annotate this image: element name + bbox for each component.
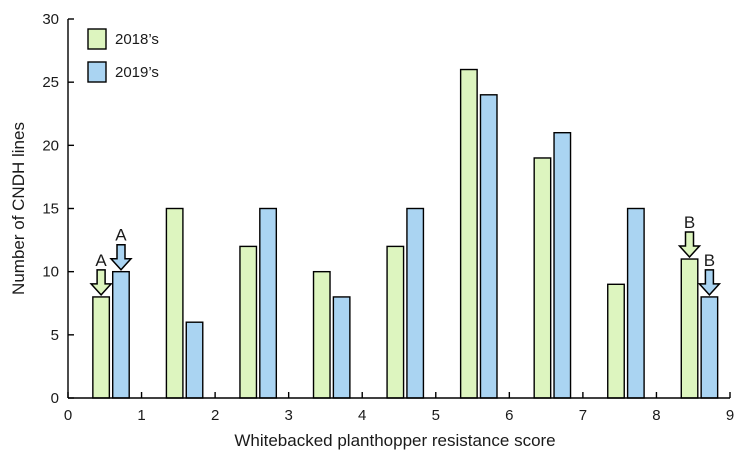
annotations-group: AA BB <box>89 213 722 297</box>
x-tick-label: 3 <box>284 407 292 424</box>
x-tick-label: 7 <box>579 407 587 424</box>
y-tick-label: 25 <box>42 74 59 91</box>
annotation-arrow-b <box>697 269 722 297</box>
annotation-arrow-a <box>89 269 113 297</box>
bar-series1-cat5 <box>386 245 405 399</box>
x-tick-label: 2 <box>211 407 219 424</box>
y-tick-label: 20 <box>42 137 59 154</box>
annotation-label-a: A <box>115 226 127 245</box>
bar-series2-cat3 <box>259 207 278 399</box>
bars-group <box>92 68 719 399</box>
legend-swatch-2 <box>87 61 107 83</box>
y-tick-label: 30 <box>42 11 59 28</box>
bar-series1-cat6 <box>459 68 478 399</box>
bar-series2-cat9 <box>700 296 719 399</box>
x-tick-label: 0 <box>64 407 72 424</box>
bar-series2-cat4 <box>332 296 351 399</box>
x-tick-label: 5 <box>432 407 440 424</box>
x-tick-label: 1 <box>137 407 145 424</box>
annotation-label-b: B <box>684 213 695 232</box>
y-tick-label: 0 <box>51 390 59 407</box>
legend: 2018’s 2019’s <box>87 28 159 83</box>
bar-series1-cat9 <box>680 258 699 399</box>
bar-series2-cat8 <box>626 207 645 399</box>
bar-series2-cat7 <box>553 131 572 399</box>
annotation-arrow-b <box>677 231 702 259</box>
y-axis-label: Number of CNDH lines <box>9 122 28 295</box>
annotation-arrow-a <box>109 243 133 271</box>
bar-series2-cat6 <box>479 94 498 399</box>
x-tick-label: 9 <box>726 407 734 424</box>
bar-series2-cat5 <box>406 207 425 399</box>
ticks-group: 0 5 10 15 20 25 30 0 1 2 3 4 5 6 7 8 9 <box>42 11 734 424</box>
bar-series1-cat7 <box>533 157 552 399</box>
y-tick-label: 15 <box>42 201 59 218</box>
x-tick-label: 4 <box>358 407 366 424</box>
bar-series1-cat4 <box>312 270 331 399</box>
legend-label-2: 2019’s <box>115 64 159 81</box>
bar-series1-cat3 <box>239 245 258 399</box>
legend-swatch-1 <box>87 28 107 50</box>
bar-series1-cat2 <box>165 207 184 399</box>
annotation-label-a: A <box>95 251 107 270</box>
bar-series2-cat1 <box>112 270 130 399</box>
y-tick-label: 5 <box>51 327 59 344</box>
bar-series1-cat8 <box>607 283 625 399</box>
legend-label-1: 2018’s <box>115 31 159 48</box>
bar-series1-cat1 <box>92 296 111 399</box>
annotation-label-b: B <box>704 251 715 270</box>
x-tick-label: 6 <box>505 407 513 424</box>
x-axis-label: Whitebacked planthopper resistance score <box>234 431 555 450</box>
y-tick-label: 10 <box>42 264 59 281</box>
x-tick-label: 8 <box>652 407 660 424</box>
bar-series2-cat2 <box>185 321 204 399</box>
